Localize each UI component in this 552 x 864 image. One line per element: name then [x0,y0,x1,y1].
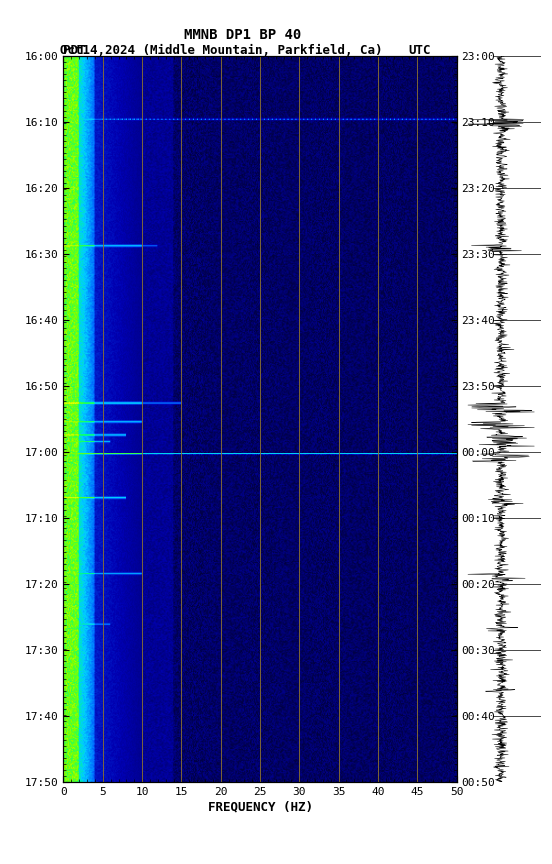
Text: PDT: PDT [63,43,86,57]
Text: Oct14,2024 (Middle Mountain, Parkfield, Ca): Oct14,2024 (Middle Mountain, Parkfield, … [60,43,382,57]
Text: MMNB DP1 BP 40: MMNB DP1 BP 40 [184,28,301,41]
Text: UTC: UTC [408,43,431,57]
X-axis label: FREQUENCY (HZ): FREQUENCY (HZ) [208,801,312,814]
